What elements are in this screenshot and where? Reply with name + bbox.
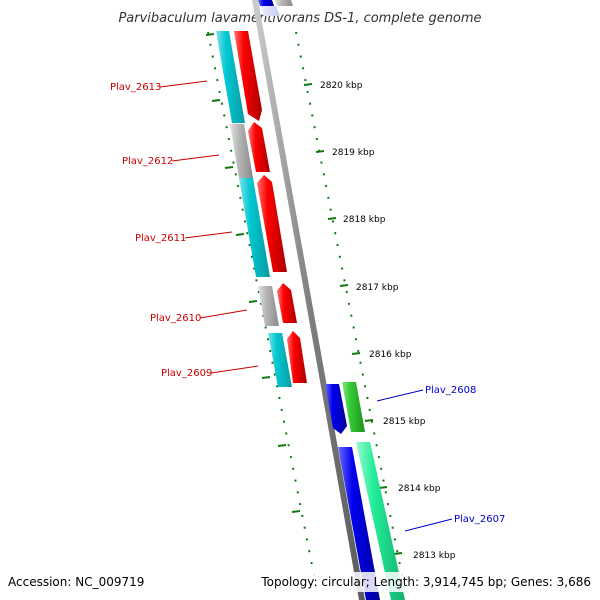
cds-arrow-plav-2609[interactable] <box>287 331 307 383</box>
cds-arrow-plav-2612[interactable] <box>248 122 270 172</box>
cog-gray-plav-2612 <box>230 124 253 178</box>
leader-line-plav-2612 <box>171 154 220 162</box>
footer-backdrop <box>0 572 600 592</box>
gene-label-plav-2607[interactable]: Plav_2607 <box>454 514 505 525</box>
cog-cyan-plav-2609 <box>268 333 292 387</box>
cds-arrow-plav-2610[interactable] <box>277 283 297 323</box>
cds-blue-plav-2607[interactable] <box>338 447 380 600</box>
leader-line-plav-2609 <box>210 365 259 374</box>
kbp-label-2819: 2819 kbp <box>332 148 375 158</box>
partial-lavender-top <box>260 6 280 16</box>
map-title: Parvibaculum lavamentivorans DS-1, compl… <box>118 11 481 26</box>
gene-label-plav-2613[interactable]: Plav_2613 <box>110 82 161 93</box>
genome-backbone <box>252 0 365 600</box>
gene-label-plav-2611[interactable]: Plav_2611 <box>135 233 186 244</box>
leader-line-plav-2607 <box>404 518 453 532</box>
cog-cyan-plav-2611 <box>239 178 270 277</box>
kbp-label-2818: 2818 kbp <box>343 215 386 225</box>
kbp-label-2813: 2813 kbp <box>413 551 456 561</box>
cds-arrow-plav-2611[interactable] <box>257 175 287 272</box>
gene-label-plav-2608[interactable]: Plav_2608 <box>425 385 476 396</box>
kbp-label-2814: 2814 kbp <box>398 484 441 494</box>
kbp-label-2820: 2820 kbp <box>320 81 363 91</box>
cds-arrow-plav-2608[interactable] <box>325 384 347 434</box>
gene-label-plav-2610[interactable]: Plav_2610 <box>150 313 201 324</box>
leader-line-plav-2608 <box>376 389 424 402</box>
partial-gray-top <box>275 0 293 6</box>
major-ticks-inner <box>205 33 301 513</box>
leader-line-plav-2611 <box>184 231 233 239</box>
leader-line-plav-2610 <box>199 309 248 319</box>
cog-mint-plav-2607 <box>356 442 405 600</box>
kbp-label-2816: 2816 kbp <box>369 350 412 360</box>
gene-label-plav-2609[interactable]: Plav_2609 <box>161 368 212 379</box>
cds-arrow-plav-2613[interactable] <box>234 31 262 121</box>
gene-label-plav-2612[interactable]: Plav_2612 <box>122 156 173 167</box>
leader-line-plav-2613 <box>159 80 208 88</box>
kbp-label-2815: 2815 kbp <box>383 417 426 427</box>
cog-gray-plav-2610 <box>258 286 279 326</box>
cog-green-plav-2608 <box>342 382 365 432</box>
kbp-label-2817: 2817 kbp <box>356 283 399 293</box>
major-ticks-outer <box>303 83 403 555</box>
accession-text: Accession: NC_009719 <box>8 575 144 589</box>
genome-stats-text: Topology: circular; Length: 3,914,745 bp… <box>260 575 591 589</box>
partial-cds-blue-top <box>258 0 274 6</box>
cog-cyan-plav-2613 <box>216 31 245 123</box>
